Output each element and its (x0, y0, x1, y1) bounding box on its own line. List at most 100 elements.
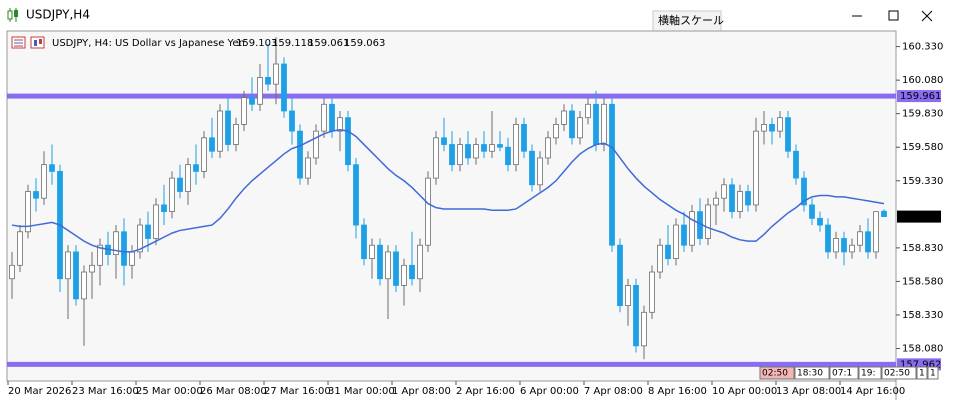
close-button[interactable] (921, 10, 933, 22)
candle (577, 110, 583, 145)
candle (713, 191, 719, 226)
candle (369, 238, 375, 279)
candle (705, 198, 711, 246)
plot-area (6, 30, 897, 382)
candle-body (73, 251, 79, 300)
candle (825, 218, 831, 259)
x-tick-label: 23 Mar 16:00 (72, 386, 139, 397)
candle (617, 238, 623, 313)
candle (153, 198, 159, 246)
candle-body (33, 191, 39, 199)
x-tick-label: 31 Mar 00:00 (328, 386, 395, 397)
candle (457, 137, 463, 172)
candle (273, 37, 279, 105)
candle-body (657, 244, 663, 273)
candle (505, 137, 511, 172)
candle-body (401, 264, 407, 286)
candle (345, 110, 351, 172)
candle-body (433, 137, 439, 179)
candle-body (537, 157, 543, 186)
candle-body (385, 251, 391, 280)
candle-body (577, 117, 583, 139)
time-marker-box (858, 366, 882, 380)
candle-body (137, 224, 143, 253)
candle-body (417, 244, 423, 280)
chart-info: USDJPY, H4: US Dollar vs Japanese Yen 15… (52, 38, 385, 49)
candle (17, 225, 23, 273)
candle (97, 238, 103, 286)
candle (25, 184, 31, 239)
candle-body (825, 224, 831, 253)
candle (745, 184, 751, 212)
time-marker: 19: (861, 369, 875, 379)
x-tick-label: 2 Apr 16:00 (456, 386, 515, 397)
candle-body (817, 217, 823, 226)
candle (641, 305, 647, 360)
candle (65, 245, 71, 319)
candle (417, 238, 423, 293)
candle (313, 124, 319, 165)
candle-body (641, 311, 647, 347)
candle (729, 178, 735, 219)
candle-body (185, 164, 191, 192)
candle (569, 104, 575, 145)
candle-body (441, 137, 447, 145)
candle-body (273, 63, 279, 85)
candle-body (521, 124, 527, 152)
candle-body (9, 264, 15, 280)
time-marker: 07:1 (832, 369, 852, 379)
candle-body (705, 204, 711, 239)
candle-body (881, 210, 887, 218)
candle (809, 198, 815, 226)
candle-body (201, 137, 207, 172)
candle-body (745, 191, 751, 206)
candle-body (225, 110, 231, 145)
candle (209, 117, 215, 158)
candle (649, 265, 655, 319)
maximize-button[interactable] (888, 10, 899, 21)
candle (537, 151, 543, 192)
candle (873, 211, 879, 259)
time-marker: 18:30 (797, 369, 823, 379)
candle-body (249, 97, 255, 105)
candle (481, 131, 487, 158)
candle-body (737, 191, 743, 213)
candle-body (409, 264, 415, 280)
candle-body (497, 144, 503, 148)
candle (881, 209, 887, 218)
candle (361, 218, 367, 266)
candle-body (129, 251, 135, 266)
time-marker: 1 (930, 369, 936, 379)
candle-body (721, 184, 727, 199)
candle (297, 124, 303, 185)
candle-body (833, 238, 839, 253)
candle (305, 151, 311, 185)
candle (777, 110, 783, 138)
candle-body (713, 197, 719, 206)
candle (721, 178, 727, 212)
plot-layer (7, 37, 896, 367)
candle-body (793, 150, 799, 179)
candle-body (873, 211, 879, 253)
candle-body (113, 231, 119, 255)
candle-body (89, 264, 95, 273)
candle (801, 171, 807, 212)
candle (249, 77, 255, 111)
time-marker-box (759, 366, 795, 380)
candle-body (809, 204, 815, 219)
time-marker: 02:50 (762, 369, 788, 379)
candle-body (17, 231, 23, 266)
candle-body (169, 177, 175, 213)
candle (233, 117, 239, 152)
candle-body (585, 103, 591, 119)
candle-body (465, 144, 471, 159)
candle-body (209, 137, 215, 152)
price-label: 159.063 (900, 212, 941, 223)
candle (265, 43, 271, 91)
candle-body (49, 164, 55, 172)
candle-body (785, 117, 791, 152)
candle (841, 231, 847, 266)
time-marker-box (881, 366, 917, 380)
candle-body (753, 130, 759, 206)
